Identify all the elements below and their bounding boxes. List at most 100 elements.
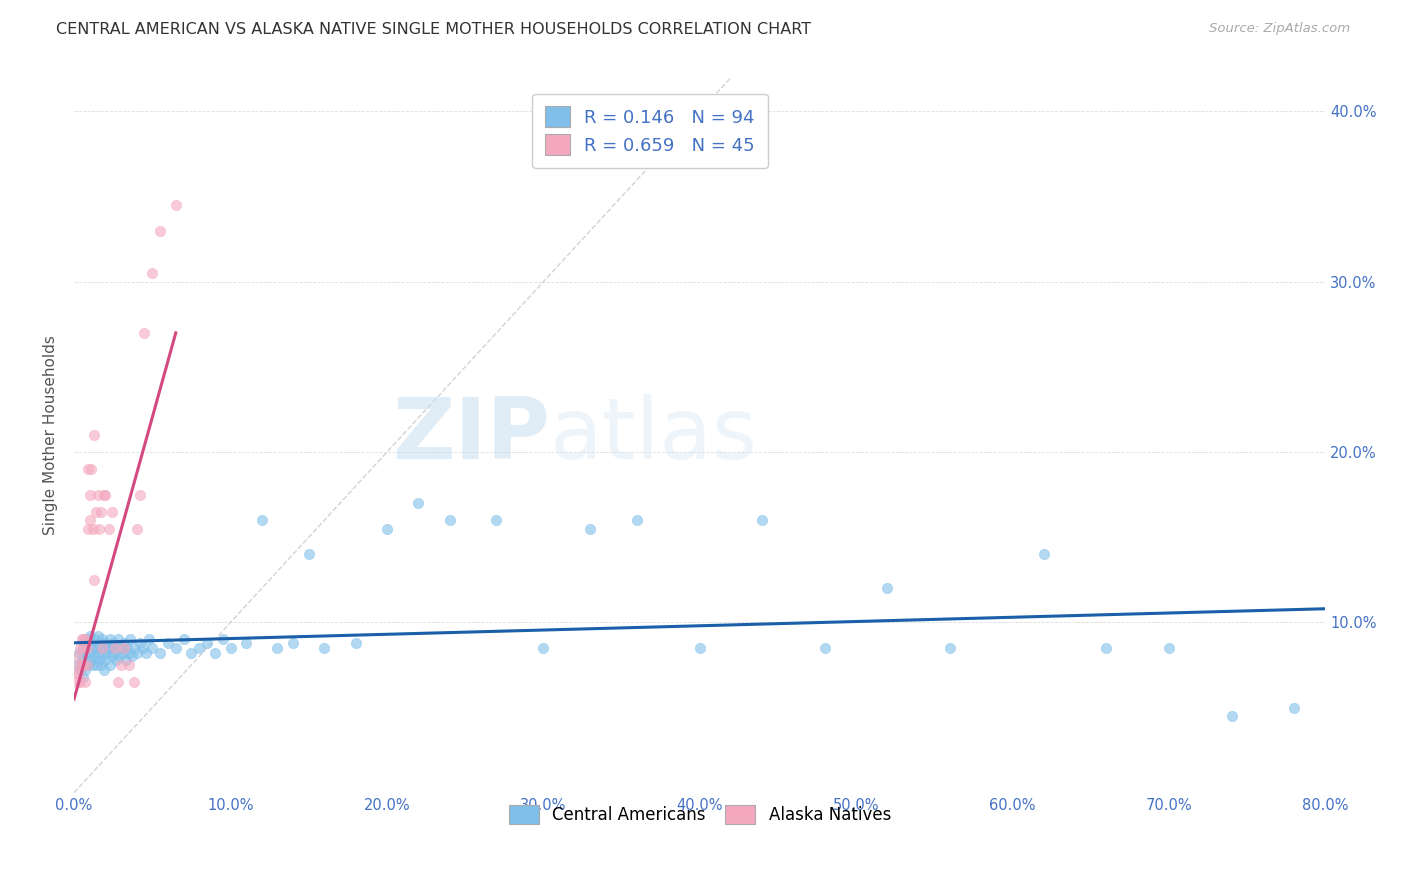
Point <box>219 640 242 655</box>
Point <box>531 640 554 655</box>
Y-axis label: Single Mother Households: Single Mother Households <box>44 335 58 535</box>
Point <box>112 640 135 655</box>
Point <box>128 488 150 502</box>
Point <box>149 224 172 238</box>
Point <box>91 649 114 664</box>
Point <box>84 657 107 672</box>
Point <box>79 646 101 660</box>
Point <box>80 653 103 667</box>
Point <box>76 649 98 664</box>
Point <box>93 488 115 502</box>
Point <box>70 653 93 667</box>
Point <box>110 640 132 655</box>
Point <box>117 640 139 655</box>
Text: ZIP: ZIP <box>392 393 550 476</box>
Point <box>82 657 104 672</box>
Point <box>69 675 91 690</box>
Point <box>87 653 110 667</box>
Point <box>1157 640 1180 655</box>
Point <box>751 513 773 527</box>
Point <box>1220 709 1243 723</box>
Point <box>281 636 304 650</box>
Point <box>125 522 148 536</box>
Point <box>103 636 125 650</box>
Point <box>298 547 321 561</box>
Text: CENTRAL AMERICAN VS ALASKA NATIVE SINGLE MOTHER HOUSEHOLDS CORRELATION CHART: CENTRAL AMERICAN VS ALASKA NATIVE SINGLE… <box>56 22 811 37</box>
Point <box>76 640 98 655</box>
Point <box>93 640 115 655</box>
Point <box>67 646 90 660</box>
Point <box>96 646 118 660</box>
Point <box>86 646 108 660</box>
Point <box>69 663 91 677</box>
Point <box>83 573 105 587</box>
Point <box>91 632 114 647</box>
Point <box>84 640 107 655</box>
Point <box>439 513 461 527</box>
Point <box>122 675 145 690</box>
Point <box>1282 700 1305 714</box>
Point <box>98 657 121 672</box>
Point <box>1095 640 1118 655</box>
Point <box>86 629 108 643</box>
Point <box>94 488 117 502</box>
Point <box>87 636 110 650</box>
Point <box>90 640 112 655</box>
Point <box>69 640 91 655</box>
Point <box>100 649 122 664</box>
Point <box>110 657 132 672</box>
Point <box>112 636 135 650</box>
Point <box>111 646 134 660</box>
Point <box>375 522 398 536</box>
Point <box>73 632 96 647</box>
Point <box>77 640 100 655</box>
Point <box>485 513 508 527</box>
Point <box>67 657 90 672</box>
Text: atlas: atlas <box>550 393 758 476</box>
Point <box>141 266 163 280</box>
Point <box>876 582 898 596</box>
Point <box>165 198 187 212</box>
Point <box>135 646 157 660</box>
Point <box>77 522 100 536</box>
Point <box>180 646 202 660</box>
Point <box>70 632 93 647</box>
Point <box>814 640 837 655</box>
Point <box>100 505 122 519</box>
Point <box>66 649 89 664</box>
Point <box>134 326 156 340</box>
Point <box>125 646 148 660</box>
Point <box>84 505 107 519</box>
Point <box>120 632 142 647</box>
Point <box>156 636 179 650</box>
Point <box>72 632 94 647</box>
Point <box>94 636 117 650</box>
Point <box>72 670 94 684</box>
Point <box>94 653 117 667</box>
Point <box>93 663 115 677</box>
Point <box>107 675 129 690</box>
Point <box>66 657 89 672</box>
Point <box>108 649 131 664</box>
Point <box>626 513 648 527</box>
Point <box>406 496 429 510</box>
Point <box>1032 547 1054 561</box>
Point <box>138 632 160 647</box>
Point <box>107 632 129 647</box>
Point <box>72 640 94 655</box>
Point <box>98 632 121 647</box>
Point <box>579 522 602 536</box>
Point <box>314 640 336 655</box>
Point <box>121 649 143 664</box>
Point <box>79 513 101 527</box>
Point <box>165 640 187 655</box>
Point <box>689 640 711 655</box>
Point <box>77 462 100 476</box>
Point <box>70 657 93 672</box>
Point <box>73 675 96 690</box>
Point <box>122 640 145 655</box>
Point <box>211 632 233 647</box>
Point <box>118 657 141 672</box>
Point <box>204 646 226 660</box>
Point <box>79 629 101 643</box>
